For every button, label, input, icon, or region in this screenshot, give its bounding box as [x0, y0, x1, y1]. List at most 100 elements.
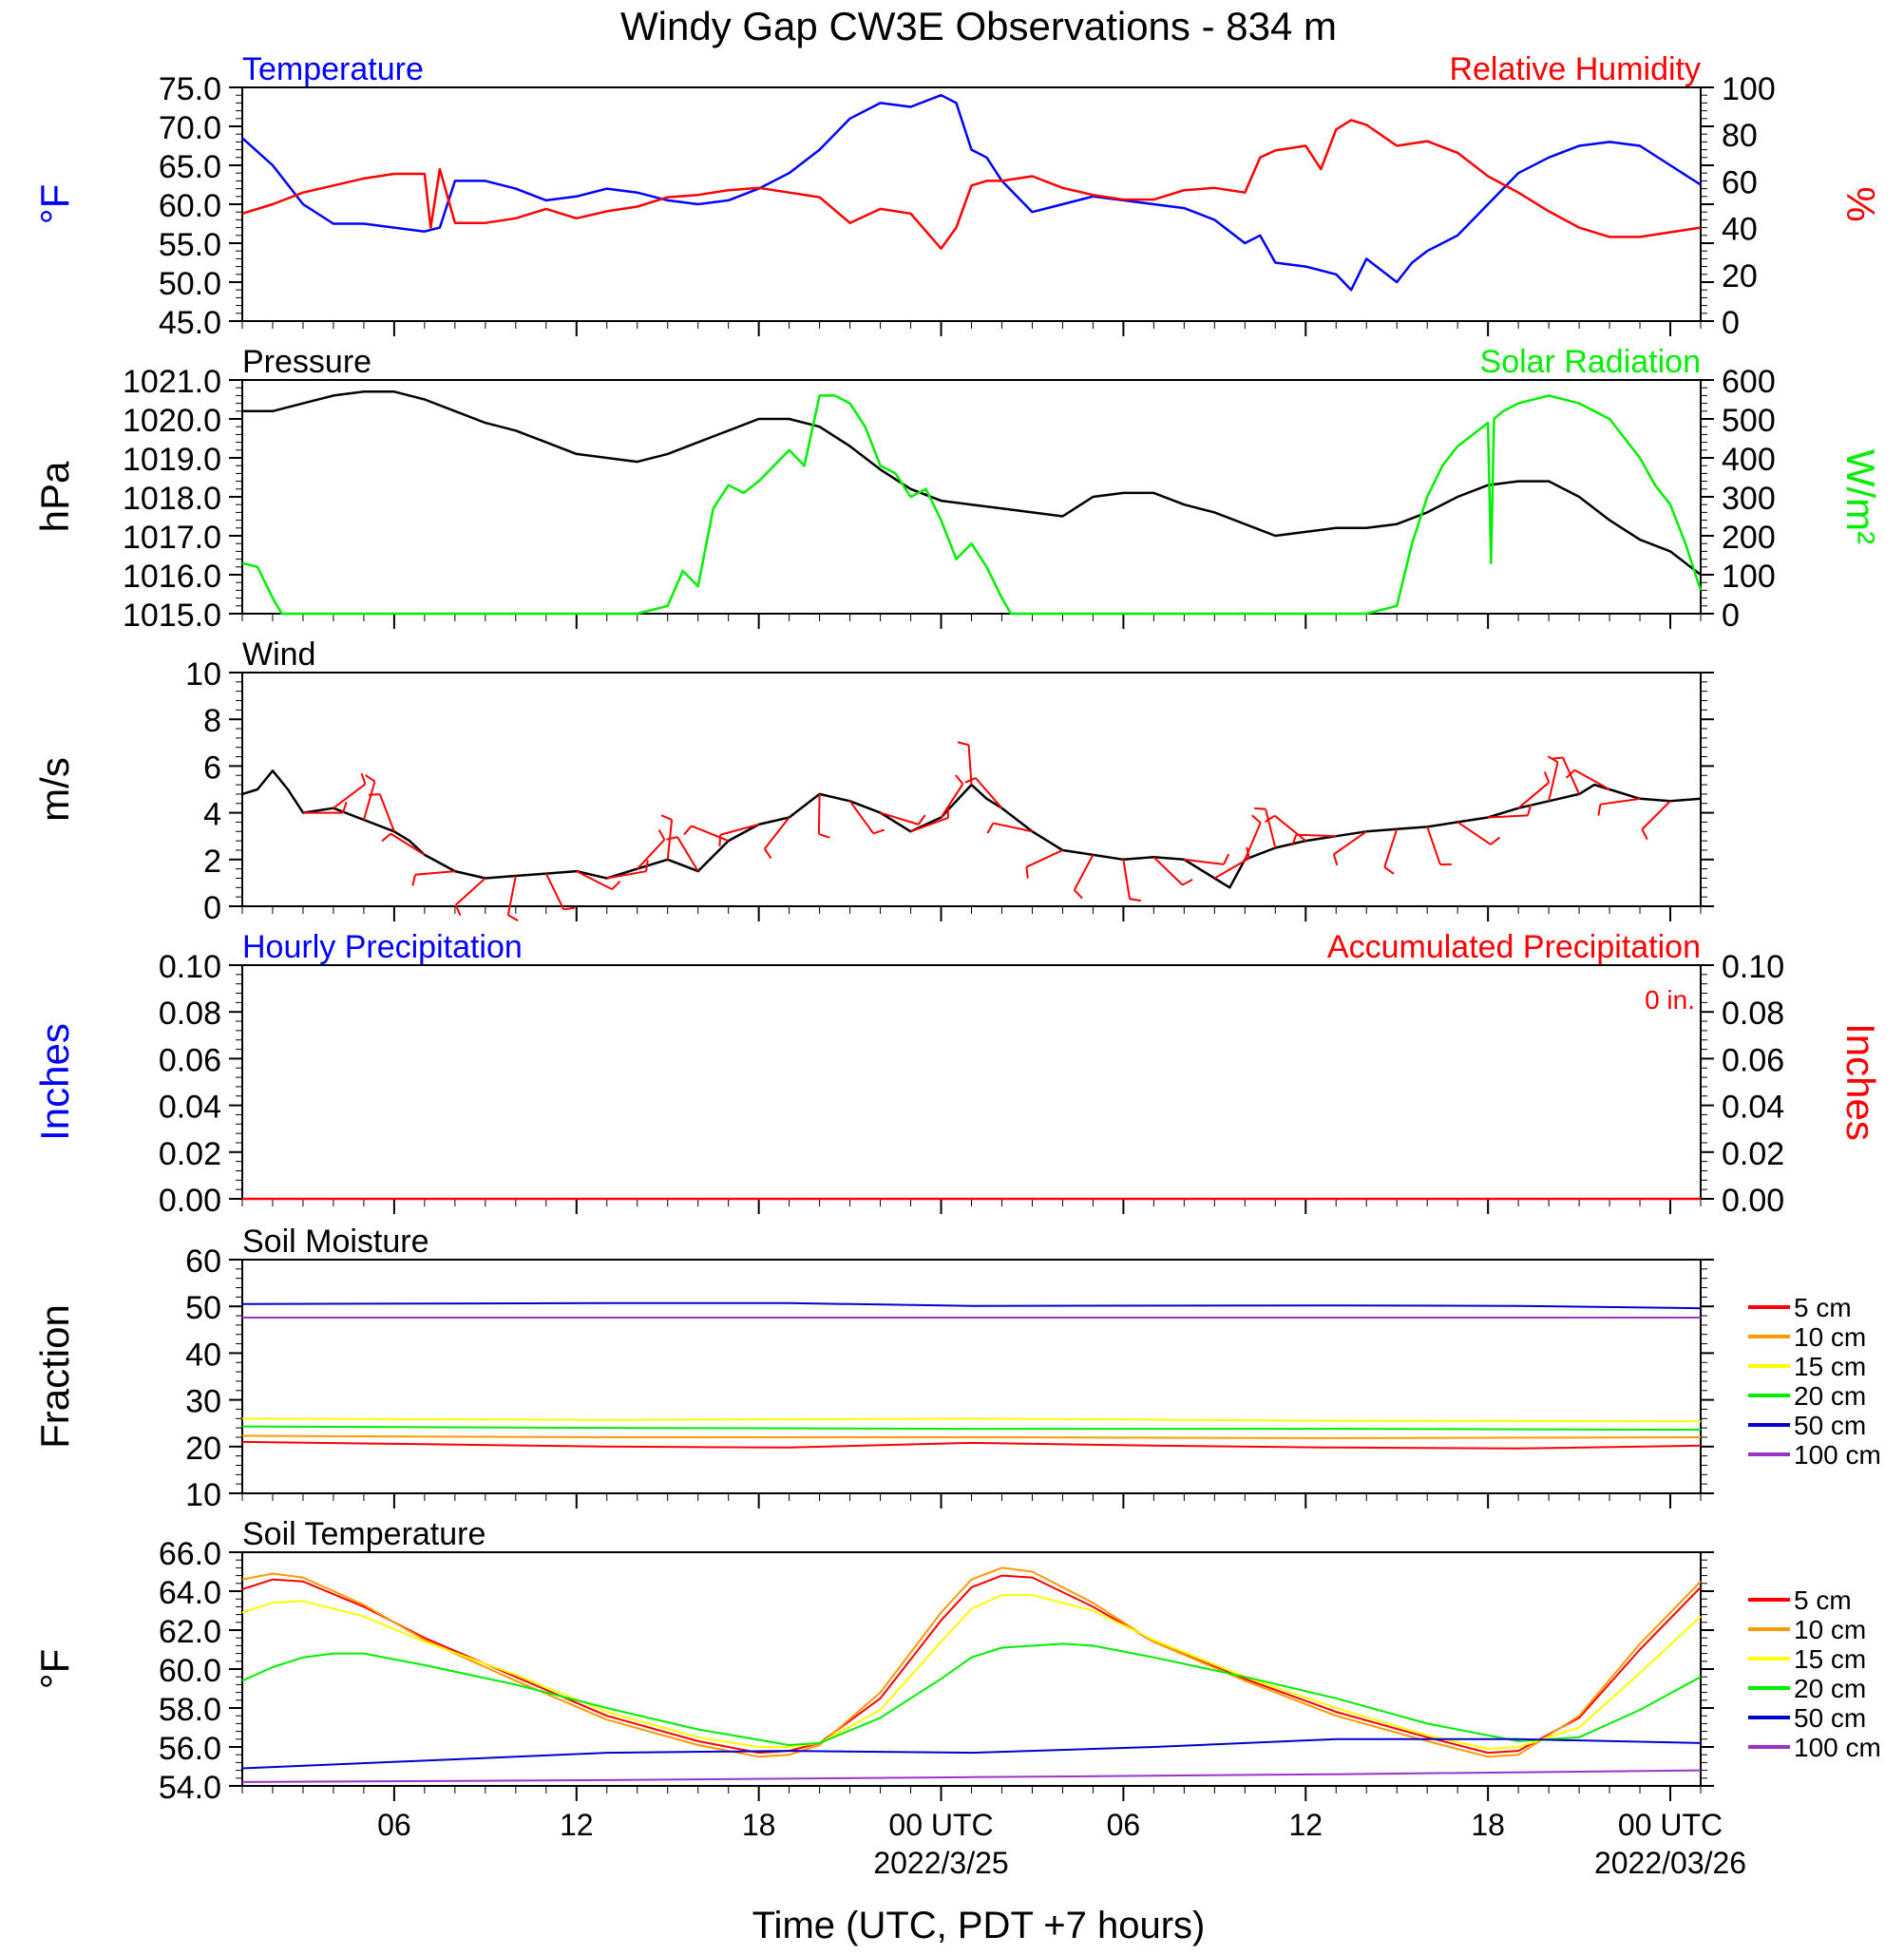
series-line-20-cm	[241, 1425, 1702, 1432]
panel-left-label: Hourly Precipitation	[242, 929, 523, 965]
legend-label: 5 cm	[1794, 1585, 1852, 1615]
wind-barb	[676, 836, 699, 872]
panel-3: 10 8 6 4 2 0 Wind m/s	[32, 636, 1714, 926]
wind-barb-flag	[1565, 769, 1576, 779]
left-tick-label: 54.0	[159, 1770, 221, 1806]
series-line-5-cm	[241, 1574, 1702, 1755]
left-tick-label: 60	[185, 1243, 221, 1280]
series-line-20-cm	[241, 1642, 1702, 1746]
wind-barb-flag	[1073, 889, 1083, 900]
wind-barb	[544, 873, 565, 910]
wind-barb	[967, 745, 973, 786]
left-tick-label: 1017.0	[123, 520, 221, 556]
wind-barb-flag	[1291, 834, 1298, 846]
wind-barb-flag	[666, 836, 678, 841]
right-tick-label: 40	[1722, 212, 1758, 248]
x-tick-label: 06	[1107, 1808, 1141, 1842]
left-tick-label: 0.04	[159, 1090, 221, 1126]
left-tick-label: 1018.0	[123, 481, 221, 517]
legend-label: 100 cm	[1794, 1733, 1881, 1762]
wind-barb-flag	[683, 825, 693, 836]
wind-barb	[880, 811, 920, 826]
wind-barb	[1073, 854, 1095, 891]
x-tick-label: 18	[1471, 1808, 1505, 1842]
wind-barb	[975, 777, 1003, 809]
right-unit-label: Inches	[1838, 1023, 1883, 1141]
wind-barb	[362, 781, 376, 821]
wind-barb	[1562, 757, 1580, 795]
left-tick-label: 70.0	[159, 110, 221, 146]
wind-barb-flag	[1490, 836, 1501, 845]
series-line-solar-radiation	[241, 394, 1703, 616]
series-line-15-cm	[241, 1417, 1702, 1423]
wind-barb-flag	[763, 848, 772, 860]
series-line-10-cm	[241, 1434, 1702, 1439]
wind-barb	[1488, 814, 1529, 819]
series-line-wind	[241, 769, 1702, 889]
chart-title: Windy Gap CW3E Observations - 834 m	[620, 4, 1337, 48]
right-tick-label: 0	[1722, 305, 1740, 341]
wind-barb	[763, 816, 790, 850]
right-tick-label: 100	[1722, 71, 1776, 107]
left-tick-label: 0.06	[159, 1042, 221, 1078]
wind-barb-flag	[454, 904, 462, 916]
x-tick-label: 06	[377, 1808, 411, 1842]
legend-label: 10 cm	[1794, 1322, 1866, 1352]
left-tick-label: 30	[185, 1384, 221, 1420]
wind-barb-flag	[660, 814, 673, 821]
left-tick-label: 8	[203, 703, 221, 739]
legend-label: 20 cm	[1794, 1381, 1866, 1411]
right-unit-label: W/m²	[1838, 449, 1883, 544]
right-tick-label: 0	[1722, 598, 1740, 634]
x-tick-label: 12	[1288, 1808, 1323, 1842]
wind-barb	[1426, 826, 1441, 865]
wind-barb	[1383, 828, 1399, 868]
wind-barb-flag	[1254, 807, 1266, 810]
x-date-label: 2022/03/26	[1594, 1846, 1746, 1880]
legend-label: 100 cm	[1794, 1440, 1881, 1470]
right-tick-label: 0.08	[1722, 996, 1784, 1032]
wind-barb-flag	[957, 741, 969, 747]
wind-barb-flag	[872, 828, 885, 835]
wind-barb-flag	[645, 860, 649, 872]
left-tick-label: 0.02	[159, 1136, 221, 1172]
wind-barb	[848, 800, 875, 834]
left-unit-label: hPa	[32, 461, 77, 532]
wind-barb	[390, 832, 426, 856]
right-tick-label: 100	[1722, 559, 1776, 595]
wind-barb	[1333, 830, 1367, 856]
series-line-50-cm	[241, 1301, 1702, 1310]
wind-barb	[1213, 857, 1250, 880]
wind-barb-flag	[342, 801, 348, 813]
wind-barb	[691, 825, 730, 843]
legend-label: 5 cm	[1794, 1293, 1852, 1322]
right-tick-label: 300	[1722, 481, 1776, 517]
left-tick-label: 0.00	[159, 1183, 221, 1219]
left-tick-label: 66.0	[159, 1536, 221, 1572]
wind-barb-flag	[1025, 866, 1029, 879]
wind-barb-flag	[986, 823, 995, 834]
wind-barb-flag	[563, 906, 576, 911]
series-line-relative-humidity	[241, 119, 1702, 250]
plot-frame	[241, 379, 1702, 615]
left-tick-label: 75.0	[159, 71, 221, 107]
wind-barb-flag	[1551, 756, 1564, 760]
panel-right-label: Solar Radiation	[1480, 344, 1701, 380]
wind-barb	[1122, 859, 1131, 900]
wind-barb-flag	[507, 914, 519, 921]
series-line-temperature	[241, 93, 1702, 292]
left-tick-label: 60.0	[159, 1653, 221, 1689]
wind-barb	[506, 875, 517, 916]
left-tick-label: 0.08	[159, 996, 221, 1032]
wind-barb-flag	[955, 774, 964, 785]
panel-right-label: Relative Humidity	[1449, 51, 1701, 87]
left-tick-label: 1015.0	[123, 598, 221, 634]
wind-barb-flag	[1251, 814, 1262, 824]
wind-barb	[1573, 769, 1610, 790]
wind-barb	[1244, 822, 1262, 861]
left-tick-label: 60.0	[159, 188, 221, 224]
left-tick-label: 1019.0	[123, 442, 221, 478]
wind-barb	[940, 783, 964, 819]
wind-barb	[910, 816, 949, 833]
left-tick-label: 56.0	[159, 1731, 221, 1767]
